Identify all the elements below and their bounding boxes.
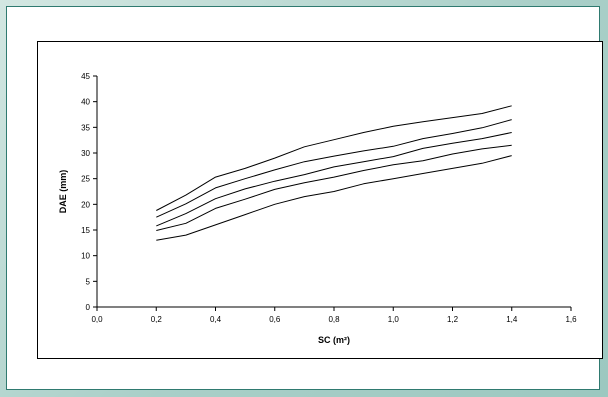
x-tick-label: 0,4	[210, 315, 222, 324]
x-tick-label: 1,2	[447, 315, 459, 324]
x-tick-label: 0,8	[328, 315, 340, 324]
y-tick-label: 5	[86, 277, 91, 286]
chart-area: 0,0 0,2 0,4 0,6 0,8 1,0 1,2 1,4 1,6 0 5 10 15 20 25 30…	[37, 41, 603, 359]
y-tick-label: 25	[81, 175, 90, 184]
x-tick-label: 0,2	[151, 315, 163, 324]
series-line-1	[156, 105, 512, 211]
x-tick-label: 0,6	[269, 315, 281, 324]
y-tick-label: 20	[81, 200, 90, 209]
x-tick-label: 1,0	[388, 315, 400, 324]
series-lines	[156, 105, 512, 241]
x-axis-ticks: 0,0 0,2 0,4 0,6 0,8 1,0 1,2 1,4 1,6	[91, 307, 577, 324]
series-line-4	[156, 144, 512, 231]
x-tick-label: 0,0	[91, 315, 103, 324]
x-axis-title: SC (m²)	[318, 335, 350, 345]
figure-frame: 0,0 0,2 0,4 0,6 0,8 1,0 1,2 1,4 1,6 0 5 10 15 20 25 30…	[6, 6, 603, 390]
series-line-3	[156, 132, 512, 227]
y-axis-ticks: 0 5 10 15 20 25 30 35 40 45	[81, 72, 97, 312]
y-tick-label: 0	[86, 303, 91, 312]
line-chart: 0,0 0,2 0,4 0,6 0,8 1,0 1,2 1,4 1,6 0 5 10 15 20 25 30…	[58, 72, 577, 345]
series-line-5	[156, 155, 512, 241]
x-tick-label: 1,6	[565, 315, 577, 324]
series-line-2	[156, 119, 512, 218]
y-axis-title: DAE (mm)	[58, 170, 68, 214]
y-tick-label: 45	[81, 72, 90, 81]
y-tick-label: 10	[81, 252, 90, 261]
y-tick-label: 40	[81, 98, 90, 107]
x-tick-label: 1,4	[506, 315, 518, 324]
y-tick-label: 30	[81, 149, 90, 158]
y-tick-label: 35	[81, 123, 90, 132]
y-tick-label: 15	[81, 226, 90, 235]
